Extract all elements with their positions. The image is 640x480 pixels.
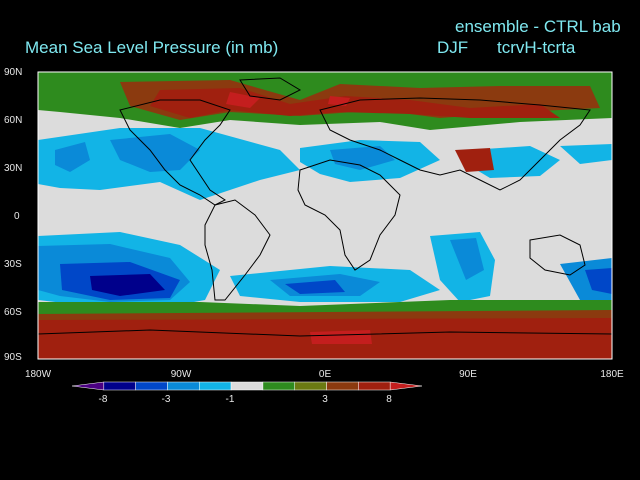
colorbar-label: -1 bbox=[225, 394, 235, 405]
mediterranean-core bbox=[330, 146, 395, 170]
eurasia-coast bbox=[319, 97, 591, 191]
lon-label: 180E bbox=[600, 369, 624, 380]
australia-east-core bbox=[585, 268, 612, 294]
lat-label: 30S bbox=[4, 259, 22, 270]
lon-label: 0E bbox=[318, 369, 332, 380]
lon-label: 90W bbox=[170, 369, 192, 380]
colorbar-label: 3 bbox=[322, 394, 328, 405]
experiment-label: tcrvH-tcrta bbox=[497, 38, 576, 57]
lat-label: 0 bbox=[14, 211, 20, 222]
lat-label: 60S bbox=[4, 307, 22, 318]
colorbar-label: -3 bbox=[161, 394, 171, 405]
lon-label: 180W bbox=[24, 369, 52, 380]
colorbar-segment bbox=[199, 381, 232, 391]
lon-label: 90E bbox=[459, 369, 477, 380]
australia-coast bbox=[529, 234, 586, 276]
colorbar-segment bbox=[71, 381, 105, 391]
ensemble-label: ensemble - CTRL bab bbox=[455, 17, 621, 36]
colorbar-segment bbox=[326, 381, 359, 391]
colorbar-segment bbox=[358, 381, 391, 391]
south-america-coast bbox=[204, 199, 271, 301]
pressure-field bbox=[38, 72, 612, 359]
colorbar-segment bbox=[167, 381, 200, 391]
antarctica-coast bbox=[38, 329, 612, 337]
north-pacific-east-negative bbox=[560, 144, 612, 164]
north-pacific-core bbox=[55, 142, 90, 172]
south-peak-region bbox=[310, 330, 372, 344]
colorbar-segment bbox=[294, 381, 327, 391]
south-atlantic-core bbox=[285, 280, 345, 294]
south-pacific-core bbox=[90, 274, 165, 296]
asia-positive bbox=[455, 148, 494, 172]
africa-coast bbox=[297, 159, 401, 271]
colorbar-segment bbox=[103, 381, 136, 391]
map-title: Mean Sea Level Pressure (in mb) bbox=[25, 38, 279, 57]
indian-ocean-core bbox=[450, 238, 484, 280]
colorbar-label: 8 bbox=[386, 394, 392, 405]
north-america-core bbox=[110, 134, 200, 172]
north-america-coast bbox=[119, 99, 231, 206]
colorbar-segment bbox=[389, 381, 423, 391]
north-red-region bbox=[150, 88, 560, 118]
lat-label: 60N bbox=[4, 115, 23, 126]
lat-label: 90S bbox=[4, 352, 22, 363]
season-label: DJF bbox=[437, 38, 469, 57]
colorbar-segment bbox=[135, 381, 168, 391]
colorbar-segment bbox=[262, 381, 295, 391]
coastlines bbox=[38, 77, 612, 337]
greenland-coast bbox=[239, 77, 302, 101]
map-frame bbox=[37, 71, 613, 360]
lat-label: 30N bbox=[4, 163, 23, 174]
colorbar-segment bbox=[230, 381, 264, 391]
north-peak-region bbox=[226, 92, 260, 108]
lat-label: 90N bbox=[4, 67, 23, 78]
colorbar-label: -8 bbox=[98, 394, 108, 405]
